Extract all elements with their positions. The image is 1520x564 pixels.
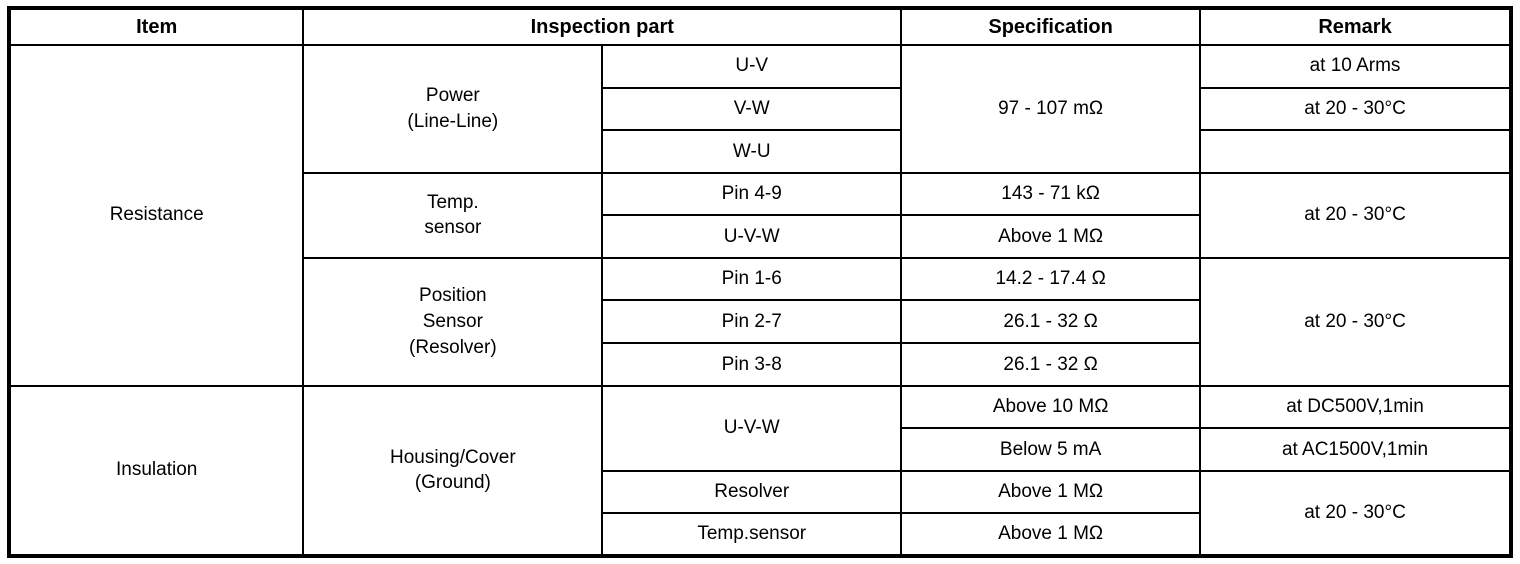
cell-part-power-line-line: Power (Line-Line): [302, 44, 604, 174]
cell-sub-pin-3-8: Pin 3-8: [601, 342, 903, 387]
table-row: Temp. sensor Pin 4-9 143 - 71 kΩ at 20 -…: [9, 171, 1512, 259]
cell-part-temp-sensor: Temp. sensor: [302, 171, 604, 259]
cell-remark-insulation-temp: at 20 - 30°C: [1199, 469, 1512, 558]
cell-spec-below-5-ma: Below 5 mA: [900, 427, 1202, 472]
table-row: V-W at 20 - 30°C: [9, 86, 1512, 132]
cell-remark-temp-sensor: at 20 - 30°C: [1199, 171, 1512, 259]
table-row: Temp.sensor Above 1 MΩ: [9, 512, 1511, 557]
cell-spec-above-10-mohm: Above 10 MΩ: [900, 384, 1202, 430]
header-inspection-part: Inspection part: [302, 7, 903, 46]
cell-sub-pin-1-6: Pin 1-6: [601, 256, 903, 302]
cell-spec-temp-sensor: Above 1 MΩ: [900, 512, 1202, 557]
cell-sub-pin-2-7: Pin 2-7: [601, 299, 903, 345]
cell-spec-u-v-w-resistance: Above 1 MΩ: [900, 214, 1202, 259]
cell-remark-empty: [1199, 129, 1512, 174]
header-item: Item: [7, 7, 305, 46]
inspection-table: Item Inspection part Specification Remar…: [7, 6, 1513, 558]
table-row: Pin 2-7 26.1 - 32 Ω: [9, 299, 1511, 345]
cell-remark-power-temp: at 20 - 30°C: [1199, 86, 1512, 132]
cell-sub-u-v-w-insulation: U-V-W: [601, 384, 903, 472]
cell-sub-w-u: W-U: [601, 129, 903, 174]
table-row: Pin 3-8 26.1 - 32 Ω: [9, 342, 1511, 387]
cell-sub-u-v: U-V: [601, 44, 903, 89]
table-row: Resistance Power (Line-Line) U-V 97 - 10…: [7, 44, 1512, 387]
cell-sub-temp-sensor: Temp.sensor: [601, 512, 903, 557]
header-remark: Remark: [1199, 7, 1512, 46]
table-row: Insulation Housing/Cover (Ground) U-V-W …: [7, 384, 1512, 558]
table-row: Position Sensor (Resolver) Pin 1-6 14.2 …: [9, 256, 1512, 387]
cell-item-insulation: Insulation: [7, 384, 305, 558]
cell-part-housing-cover: Housing/Cover (Ground): [302, 384, 604, 558]
cell-spec-pin-2-7: 26.1 - 32 Ω: [900, 299, 1202, 345]
cell-remark-10-arms: at 10 Arms: [1199, 44, 1512, 89]
cell-spec-pin-1-6: 14.2 - 17.4 Ω: [900, 256, 1202, 302]
cell-spec-power: 97 - 107 mΩ: [900, 44, 1202, 174]
header-row: Item Inspection part Specification Remar…: [7, 7, 1512, 46]
cell-sub-v-w: V-W: [601, 86, 903, 132]
cell-item-resistance: Resistance: [7, 44, 305, 387]
cell-sub-u-v-w-resistance: U-V-W: [601, 214, 903, 259]
cell-remark-position-sensor: at 20 - 30°C: [1199, 256, 1512, 387]
cell-spec-resolver: Above 1 MΩ: [900, 469, 1202, 515]
cell-sub-resolver: Resolver: [601, 469, 903, 515]
table-row: W-U: [9, 129, 1512, 174]
table-row: Below 5 mA at AC1500V,1min: [9, 427, 1512, 472]
cell-part-position-sensor: Position Sensor (Resolver): [302, 256, 604, 387]
table-row: Resolver Above 1 MΩ at 20 - 30°C: [9, 469, 1512, 558]
cell-spec-pin-3-8: 26.1 - 32 Ω: [900, 342, 1202, 387]
cell-sub-pin-4-9: Pin 4-9: [601, 171, 903, 217]
cell-remark-ac1500v: at AC1500V,1min: [1199, 427, 1512, 472]
cell-remark-dc500v: at DC500V,1min: [1199, 384, 1512, 430]
cell-spec-pin-4-9: 143 - 71 kΩ: [900, 171, 1202, 217]
header-specification: Specification: [900, 7, 1202, 46]
table-row: U-V-W Above 1 MΩ: [9, 214, 1511, 259]
